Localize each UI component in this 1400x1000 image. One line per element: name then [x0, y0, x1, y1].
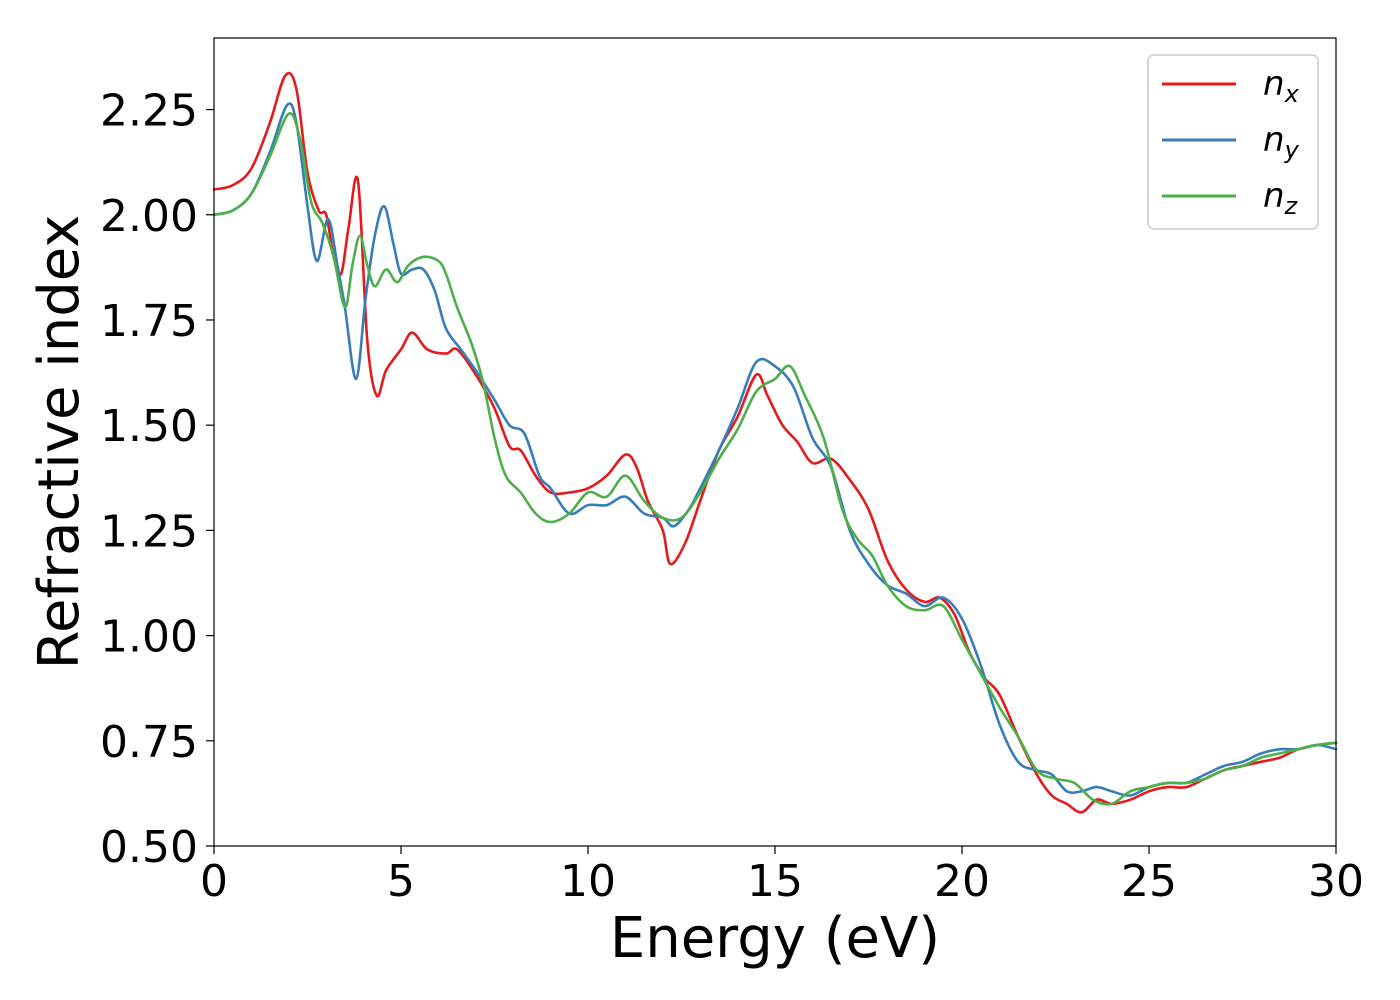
- legend-box: [1147, 54, 1319, 230]
- series-line-nx: [212, 71, 1338, 814]
- y-tick-label: 1.75: [100, 296, 198, 347]
- x-tick-label: 20: [934, 856, 990, 907]
- y-tick-label: 1.00: [100, 612, 198, 663]
- y-tick-label: 2.00: [100, 191, 198, 242]
- series-layer: [212, 71, 1338, 814]
- y-tick-label: 2.25: [100, 86, 198, 137]
- y-tick-label: 0.75: [100, 717, 198, 768]
- y-tick-label: 0.50: [100, 822, 198, 873]
- legend-label-nx: nx: [1263, 64, 1300, 108]
- x-tick-label: 0: [200, 856, 228, 907]
- x-tick-label: 5: [387, 856, 415, 907]
- legend-label-ny: ny: [1263, 120, 1300, 164]
- y-tick-label: 1.50: [100, 401, 198, 452]
- tick-layer: 0 5 10 15 20 25 30 0.50 0.75 1.00 1.25 1.50 1.75 2.00…: [100, 86, 1364, 907]
- series-line-nz: [212, 112, 1338, 806]
- x-tick-label: 25: [1121, 856, 1177, 907]
- y-tick-label: 1.25: [100, 506, 198, 557]
- x-tick-label: 15: [747, 856, 803, 907]
- x-axis-label: Energy (eV): [610, 906, 940, 971]
- y-axis-label: Refractive index: [27, 215, 92, 670]
- x-tick-label: 30: [1308, 856, 1364, 907]
- x-tick-label: 10: [560, 856, 616, 907]
